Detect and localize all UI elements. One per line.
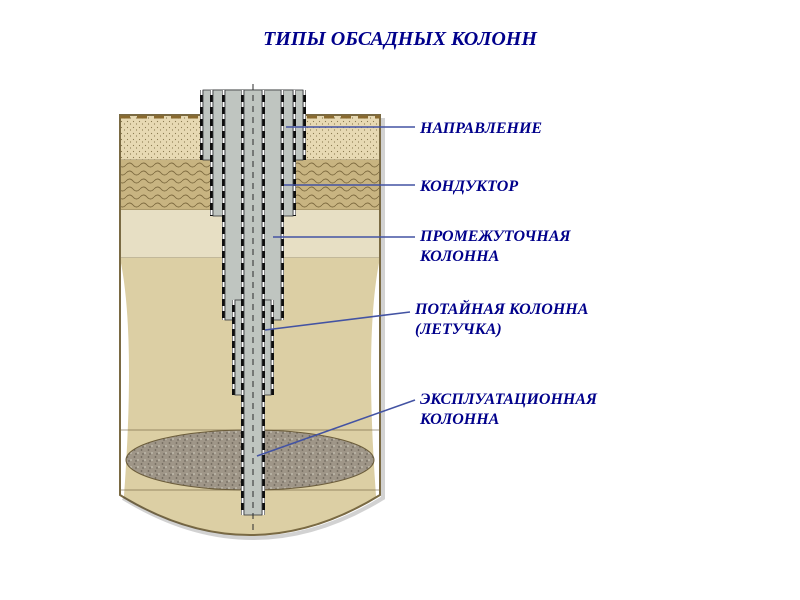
- label-intermediate: ПРОМЕЖУТОЧНАЯКОЛОННА: [420, 227, 571, 267]
- casing-diagram: [0, 0, 800, 600]
- label-liner: ПОТАЙНАЯ КОЛОННА(ЛЕТУЧКА): [415, 300, 588, 340]
- label-surface_casing: КОНДУКТОР: [420, 177, 518, 197]
- label-conductor_pipe: НАПРАВЛЕНИЕ: [420, 119, 542, 139]
- label-production: ЭКСПЛУАТАЦИОННАЯКОЛОННА: [420, 390, 597, 430]
